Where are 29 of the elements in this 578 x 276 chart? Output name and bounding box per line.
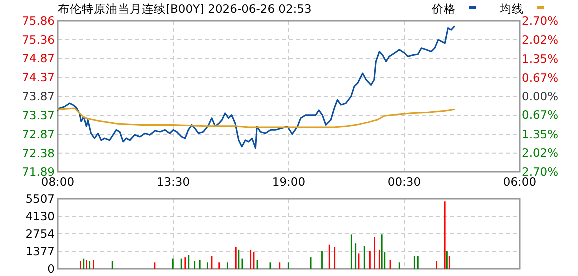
y2-tick-label: 2.02% bbox=[522, 33, 559, 48]
y-tick-label: 2754 bbox=[26, 226, 55, 241]
y-tick-label: 0 bbox=[48, 262, 55, 276]
y-tick-label: 75.86 bbox=[22, 14, 55, 28]
legend-label: 价格 bbox=[431, 2, 456, 16]
y-tick-label: 73.87 bbox=[22, 90, 55, 104]
y-tick-label: 74.37 bbox=[22, 70, 55, 85]
line-series bbox=[57, 108, 456, 128]
chart-title: 布伦特原油当月连续[B00Y] 2026-06-26 02:53 bbox=[58, 2, 312, 16]
x-tick-label: 13:30 bbox=[156, 175, 190, 189]
y-tick-label: 5507 bbox=[26, 192, 55, 206]
y-tick-label: 72.38 bbox=[22, 146, 55, 160]
line-series bbox=[57, 26, 456, 150]
y2-tick-label: 0.67% bbox=[522, 108, 559, 122]
y-tick-label: 73.37 bbox=[22, 108, 55, 123]
y-tick-label: 75.36 bbox=[22, 33, 55, 48]
y-tick-label: 72.87 bbox=[22, 128, 55, 142]
legend-label: 均线 bbox=[499, 2, 524, 16]
y-tick-label: 1377 bbox=[26, 244, 55, 258]
y2-tick-label: 0.00% bbox=[522, 90, 559, 104]
y2-tick-label: 0.67% bbox=[522, 70, 559, 85]
y2-tick-label: 2.02% bbox=[522, 146, 559, 160]
x-tick-label: 19:00 bbox=[272, 175, 306, 189]
x-tick-label: 00:30 bbox=[388, 175, 422, 189]
y2-tick-label: 1.35% bbox=[522, 127, 559, 142]
y-tick-label: 4130 bbox=[26, 210, 55, 224]
y2-tick-label: 1.35% bbox=[522, 52, 559, 66]
y2-tick-label: 2.70% bbox=[522, 14, 559, 28]
y-tick-label: 74.87 bbox=[22, 52, 55, 66]
